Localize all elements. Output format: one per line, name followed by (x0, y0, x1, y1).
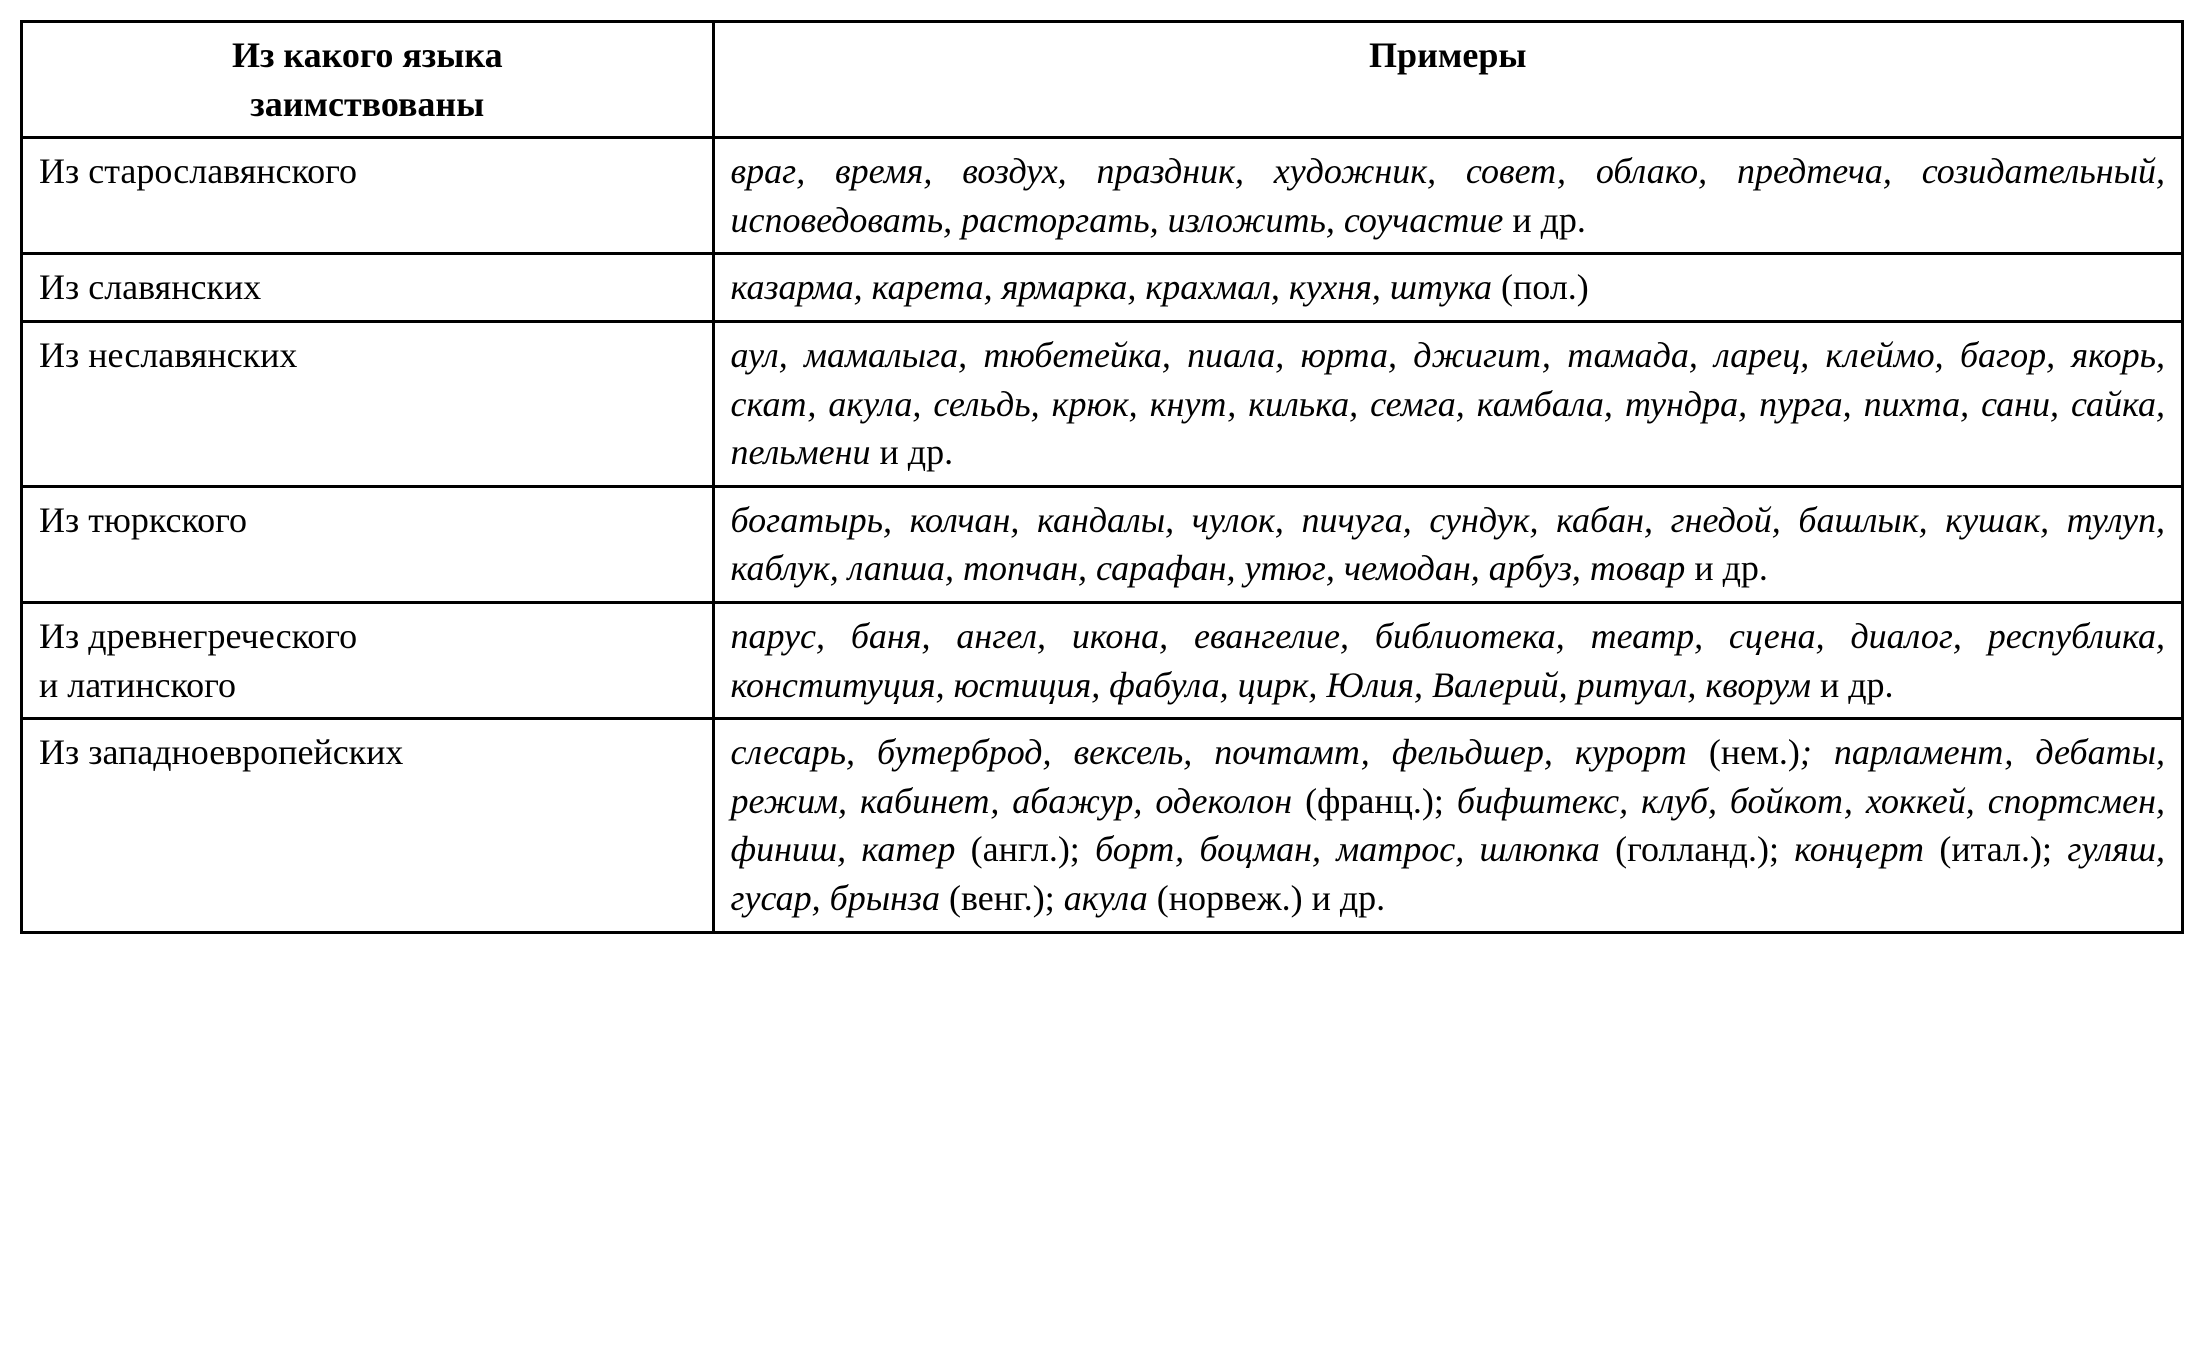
source-cell: Из древнегреческого и латинского (22, 602, 714, 718)
table-row: Из славянских казарма, карета, ярмарка, … (22, 254, 2183, 322)
examples-cell: казарма, карета, ярмарка, крахмал, кухня… (713, 254, 2182, 322)
examples-cell: враг, время, воздух, праздник, художник,… (713, 138, 2182, 254)
source-line2: и латинского (39, 665, 236, 705)
source-cell: Из неславянских (22, 321, 714, 486)
source-cell: Из славянских (22, 254, 714, 322)
examples-cell: парус, баня, ангел, икона, евангелие, би… (713, 602, 2182, 718)
header-text-line2: заимствованы (250, 84, 484, 124)
examples-cell: аул, мамалыга, тюбетейка, пиала, юрта, д… (713, 321, 2182, 486)
header-source-language: Из какого языка заимствованы (22, 22, 714, 138)
examples-cell: богатырь, колчан, кандалы, чулок, пичуга… (713, 486, 2182, 602)
table-row: Из западноевропейских слесарь, бутерброд… (22, 719, 2183, 932)
source-line1: Из древнегреческого (39, 616, 357, 656)
loanwords-table: Из какого языка заимствованы Примеры Из … (20, 20, 2184, 934)
header-examples: Примеры (713, 22, 2182, 138)
table-row: Из неславянских аул, мамалыга, тюбетейка… (22, 321, 2183, 486)
table-row: Из тюркского богатырь, колчан, кандалы, … (22, 486, 2183, 602)
examples-cell: слесарь, бутерброд, вексель, почтамт, фе… (713, 719, 2182, 932)
header-text-line1: Из какого языка (232, 35, 503, 75)
table-row: Из древнегреческого и латинского парус, … (22, 602, 2183, 718)
source-cell: Из западноевропейских (22, 719, 714, 932)
table-row: Из старославянского враг, время, воздух,… (22, 138, 2183, 254)
table-header-row: Из какого языка заимствованы Примеры (22, 22, 2183, 138)
source-cell: Из тюркского (22, 486, 714, 602)
source-cell: Из старославянского (22, 138, 714, 254)
